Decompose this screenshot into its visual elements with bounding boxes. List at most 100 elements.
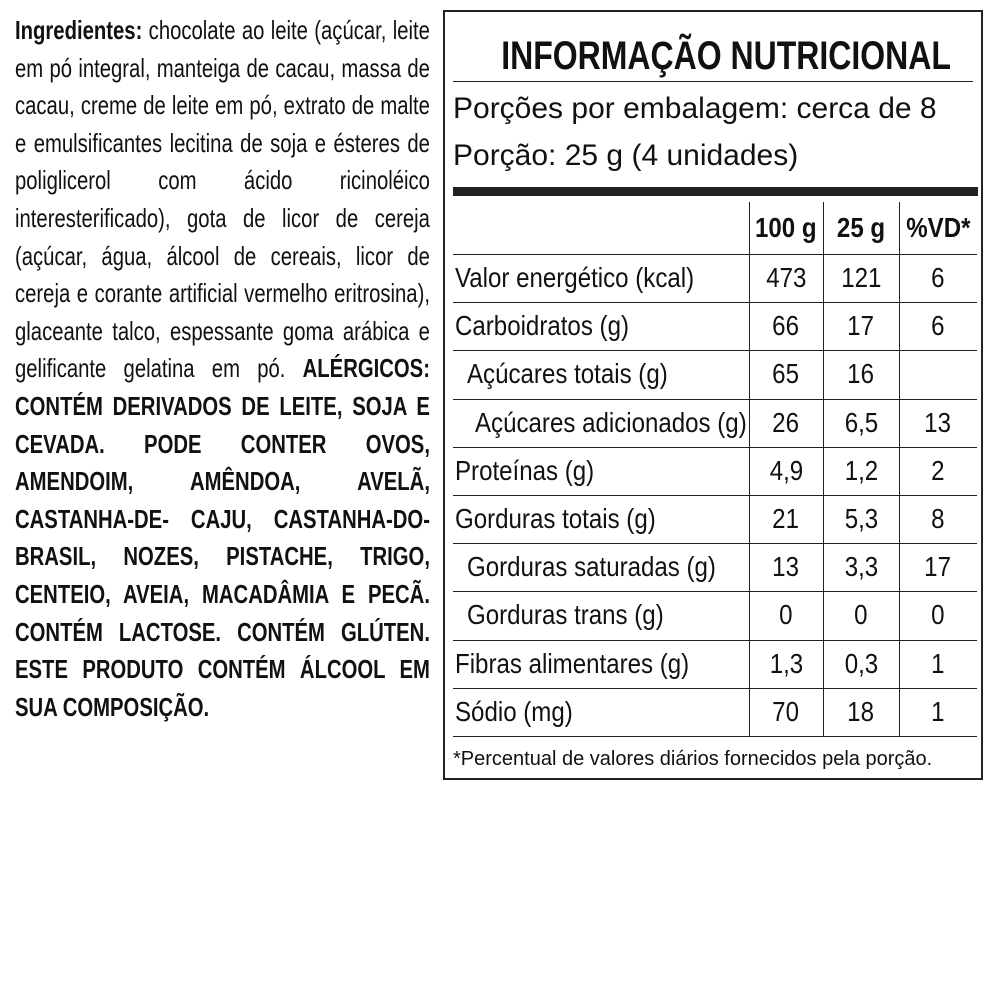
cell-text: 1,2 bbox=[844, 454, 878, 486]
cell-text: 121 bbox=[840, 262, 882, 293]
cell: 2 bbox=[899, 455, 977, 487]
row-label-text: Gorduras trans (g) bbox=[467, 599, 664, 631]
row-label: Gorduras trans (g) bbox=[467, 599, 696, 631]
nutrition-table: INFORMAÇÃO NUTRICIONAL Porções por embal… bbox=[443, 10, 983, 780]
cell: 13 bbox=[899, 407, 977, 439]
cell: 66 bbox=[749, 310, 823, 342]
cell: 0 bbox=[899, 599, 977, 631]
row-line bbox=[453, 495, 977, 496]
cell: 8 bbox=[899, 503, 977, 535]
cell-text: 8 bbox=[931, 503, 945, 534]
cell-text: 3,3 bbox=[844, 551, 878, 583]
cell: 70 bbox=[749, 696, 823, 728]
cell: 13 bbox=[749, 551, 823, 583]
cell-text: 70 bbox=[772, 695, 800, 727]
cell: 16 bbox=[823, 358, 899, 390]
table-bottom bbox=[453, 736, 977, 737]
header-cell: 100 g bbox=[749, 212, 823, 244]
cell-text: 0 bbox=[854, 599, 868, 631]
cell: 26 bbox=[749, 407, 823, 439]
column-line bbox=[823, 202, 824, 736]
cell-text: 66 bbox=[772, 310, 800, 342]
header-cell: 25 g bbox=[823, 212, 899, 244]
row-label: Açúcares adicionados (g) bbox=[475, 407, 791, 439]
cell-text: 4,9 bbox=[769, 454, 803, 486]
row-label: Sódio (mg) bbox=[455, 696, 592, 728]
row-label: Açúcares totais (g) bbox=[467, 358, 700, 390]
ingredients-text: chocolate ao leite (açúcar, leite em pó … bbox=[15, 15, 430, 384]
cell-text: 65 bbox=[772, 358, 800, 390]
cell: 3,3 bbox=[823, 551, 899, 583]
cell-text: 0,3 bbox=[844, 647, 878, 679]
row-line bbox=[453, 543, 977, 545]
cell: 1 bbox=[899, 648, 977, 680]
row-label: Gorduras saturadas (g) bbox=[467, 551, 756, 583]
row-label-text: Sódio (mg) bbox=[455, 695, 573, 727]
row-line bbox=[453, 254, 977, 255]
cell-text: 2 bbox=[931, 454, 945, 486]
cell: 17 bbox=[823, 310, 899, 342]
cell-text: 26 bbox=[772, 406, 800, 438]
header-text: %VD* bbox=[905, 212, 971, 243]
row-label-text: Proteínas (g) bbox=[455, 454, 595, 486]
cell-text: 0 bbox=[779, 599, 793, 631]
row-label-text: Carboidratos (g) bbox=[455, 310, 629, 342]
cell-text: 13 bbox=[772, 551, 800, 583]
column-line bbox=[749, 202, 750, 736]
cell: 0 bbox=[823, 599, 899, 631]
cell-text: 17 bbox=[847, 310, 875, 342]
cell: 1,3 bbox=[749, 648, 823, 680]
ingredients: Ingredientes: chocolate ao leite (açúcar… bbox=[15, 12, 430, 726]
cell: 18 bbox=[823, 696, 899, 728]
header-text: 25 g bbox=[836, 212, 886, 243]
serving-size: Porção: 25 g (4 unidades) bbox=[453, 139, 799, 172]
cell-text: 6 bbox=[931, 310, 945, 342]
cell: 473 bbox=[749, 262, 823, 294]
cell-text: 18 bbox=[847, 695, 875, 727]
cell: 6 bbox=[899, 262, 977, 294]
cell-text: 1,3 bbox=[769, 647, 803, 679]
cell: 6 bbox=[899, 310, 977, 342]
header-cell: %VD* bbox=[899, 212, 977, 244]
footnote: *Percentual de valores diários fornecido… bbox=[453, 748, 933, 770]
cell-text: 1 bbox=[931, 695, 945, 727]
cell: 4,9 bbox=[749, 455, 823, 487]
cell: 17 bbox=[899, 551, 977, 583]
row-label-text: Açúcares adicionados (g) bbox=[475, 406, 747, 438]
cell-text: 17 bbox=[924, 551, 952, 583]
row-line bbox=[453, 687, 977, 689]
cell-text: 16 bbox=[847, 358, 875, 390]
cell-text: 6 bbox=[931, 262, 945, 293]
cell: 1 bbox=[899, 696, 977, 728]
cell-text: 0 bbox=[931, 599, 945, 631]
cell-text: 13 bbox=[924, 406, 952, 438]
ingredients-label: Ingredientes: bbox=[15, 15, 143, 45]
cell: 6,5 bbox=[823, 407, 899, 439]
cell: 21 bbox=[749, 503, 823, 535]
row-line bbox=[453, 446, 977, 448]
row-label: Carboidratos (g) bbox=[455, 310, 657, 342]
row-label-text: Gorduras saturadas (g) bbox=[467, 551, 716, 583]
cell-text: 1 bbox=[931, 647, 945, 679]
servings: Porções por embalagem: cerca de 8 bbox=[453, 92, 937, 125]
row-line bbox=[453, 591, 977, 593]
cell-text: 5,3 bbox=[844, 503, 878, 534]
row-line bbox=[453, 350, 977, 352]
row-label-text: Gorduras totais (g) bbox=[455, 503, 656, 534]
cell-text: 6,5 bbox=[844, 406, 878, 438]
row-label-text: Açúcares totais (g) bbox=[467, 358, 668, 390]
cell: 121 bbox=[823, 262, 899, 294]
header-text: 100 g bbox=[755, 212, 817, 243]
title: INFORMAÇÃO NUTRICIONAL bbox=[501, 34, 951, 78]
column-line bbox=[899, 202, 900, 736]
row-label-text: Fibras alimentares (g) bbox=[455, 647, 690, 679]
row-line bbox=[453, 639, 977, 641]
row-label: Gorduras totais (g) bbox=[455, 503, 688, 535]
cell: 1,2 bbox=[823, 455, 899, 487]
row-label-text: Valor energético (kcal) bbox=[455, 262, 695, 293]
row-line bbox=[453, 302, 977, 304]
cell: 0 bbox=[749, 599, 823, 631]
row-line bbox=[453, 398, 977, 400]
cell: 65 bbox=[749, 358, 823, 390]
